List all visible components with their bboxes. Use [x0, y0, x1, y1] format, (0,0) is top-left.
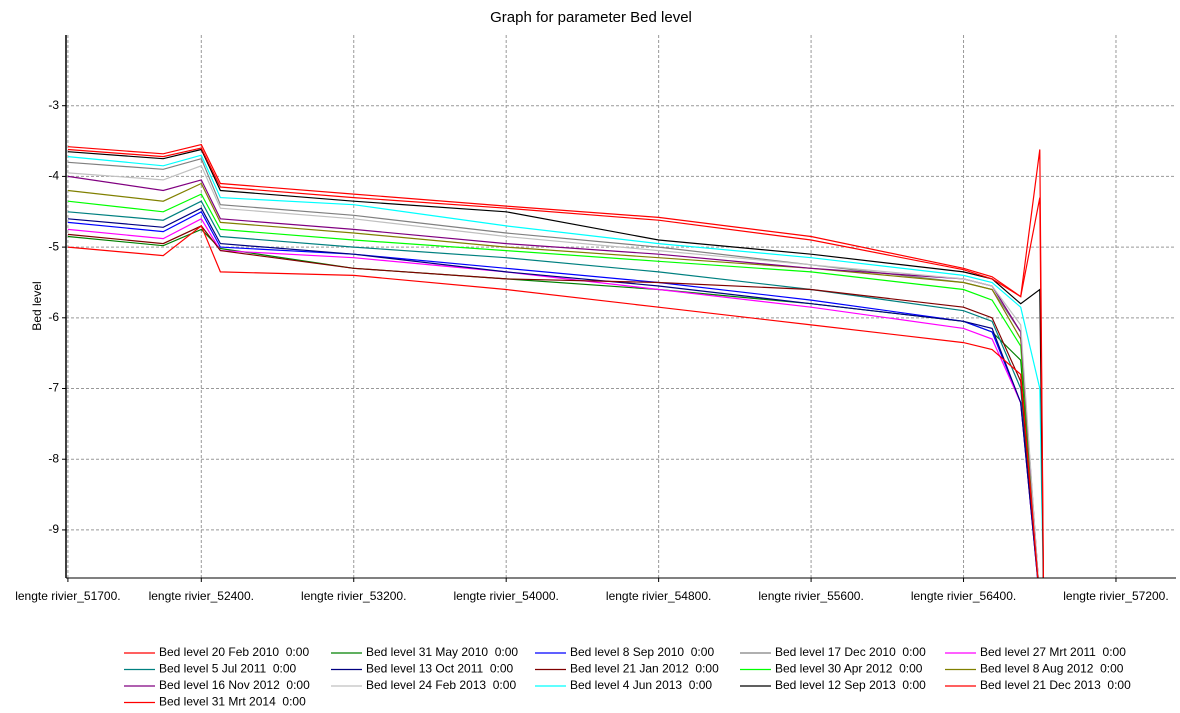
series-line — [67, 147, 1044, 578]
series-line — [67, 148, 1044, 578]
legend-label: Bed level 5 Jul 2011 0:00 — [159, 662, 297, 676]
legend-label: Bed level 8 Aug 2012 0:00 — [980, 662, 1124, 676]
x-tick-label: lengte rivier_51700. — [15, 589, 120, 603]
y-tick-label: -4 — [48, 169, 59, 183]
legend-label: Bed level 4 Jun 2013 0:00 — [570, 678, 712, 692]
y-axis-label: Bed level — [30, 281, 44, 330]
legend-label: Bed level 12 Sep 2013 0:00 — [775, 678, 926, 692]
legend-label: Bed level 16 Nov 2012 0:00 — [159, 678, 310, 692]
series-line — [67, 200, 1039, 578]
y-tick-label: -7 — [48, 381, 59, 395]
series-line — [67, 165, 1039, 578]
y-tick-label: -8 — [48, 451, 59, 465]
legend-label: Bed level 21 Jan 2012 0:00 — [570, 662, 719, 676]
series-line — [67, 207, 1039, 578]
y-tick-label: -3 — [48, 98, 59, 112]
legend-label: Bed level 17 Dec 2010 0:00 — [775, 645, 926, 659]
legend-label: Bed level 27 Mrt 2011 0:00 — [980, 645, 1126, 659]
legend: Bed level 20 Feb 2010 0:00 Bed level 31 M… — [124, 645, 1131, 709]
series-line — [67, 224, 1039, 578]
x-tick-label: lengte rivier_52400. — [149, 589, 254, 603]
legend-label: Bed level 20 Feb 2010 0:00 — [159, 645, 309, 659]
legend-label: Bed level 8 Sep 2010 0:00 — [570, 645, 714, 659]
y-tick-label: -6 — [48, 310, 59, 324]
x-tick-label: lengte rivier_56400. — [911, 589, 1016, 603]
grid: -9 -8 -7 -6 -5 -4 -3 lengte rivier_51700. lengte… — [15, 35, 1176, 603]
x-tick-label: lengte rivier_57200. — [1063, 589, 1168, 603]
series-line — [67, 154, 1044, 578]
legend-label: Bed level 31 Mrt 2014 0:00 — [159, 695, 306, 709]
legend-label: Bed level 24 Feb 2013 0:00 — [366, 678, 516, 692]
y-tick-label: -5 — [48, 239, 59, 253]
x-tick-label: lengte rivier_54800. — [606, 589, 711, 603]
legend-label: Bed level 13 Oct 2011 0:00 — [366, 662, 514, 676]
lines — [67, 143, 1045, 578]
x-tick-label: lengte rivier_55600. — [758, 589, 863, 603]
legend-label: Bed level 31 May 2010 0:00 — [366, 645, 518, 659]
x-tick-label: lengte rivier_54000. — [453, 589, 558, 603]
x-tick-label: lengte rivier_53200. — [301, 589, 406, 603]
legend-label: Bed level 30 Apr 2012 0:00 — [775, 662, 923, 676]
y-tick-label: -9 — [48, 522, 59, 536]
legend-label: Bed level 21 Dec 2013 0:00 — [980, 678, 1131, 692]
chart-title: Graph for parameter Bed level — [490, 9, 692, 26]
